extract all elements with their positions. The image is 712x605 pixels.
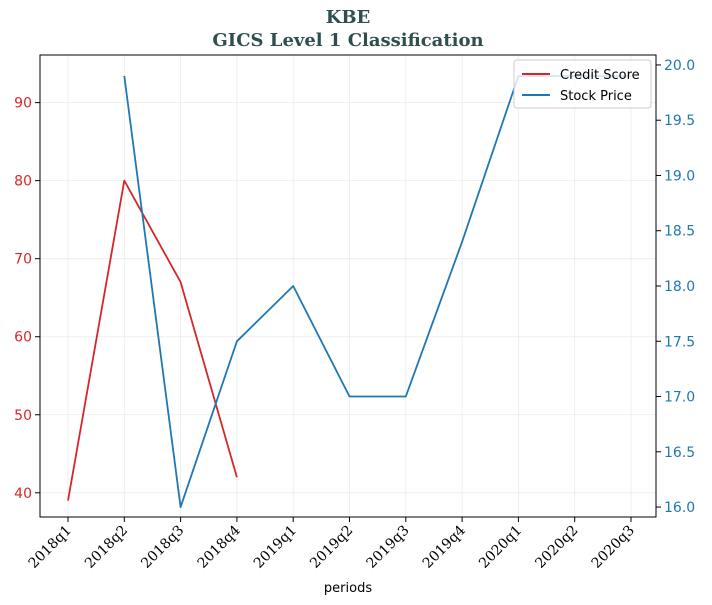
x-tick-label: 2018q3 bbox=[138, 523, 187, 572]
right-y-axis: 16.0 16.5 17.0 17.5 18.0 18.5 19.0 19.5 20.0 bbox=[656, 58, 695, 516]
series-line-stock-price bbox=[123, 75, 631, 508]
x-tick-label: 2020q3 bbox=[589, 523, 638, 572]
right-y-tick-label: 16.5 bbox=[664, 445, 695, 461]
left-y-tick-label: 90 bbox=[14, 96, 32, 112]
legend-label: Stock Price bbox=[560, 89, 632, 104]
left-y-tick-label: 50 bbox=[14, 408, 32, 424]
plot-frame bbox=[39, 54, 657, 518]
x-tick-label: 2019q4 bbox=[420, 522, 469, 571]
right-y-tick-label: 19.5 bbox=[664, 113, 695, 129]
x-axis-label: periods bbox=[324, 581, 372, 596]
x-tick-label: 2018q4 bbox=[195, 522, 244, 571]
left-y-tick-label: 80 bbox=[14, 174, 32, 190]
right-y-tick-label: 17.0 bbox=[664, 390, 695, 406]
series-line-credit-score bbox=[67, 179, 238, 501]
x-tick-label: 2020q2 bbox=[532, 523, 581, 572]
left-y-tick-label: 70 bbox=[14, 252, 32, 268]
right-y-tick-label: 16.0 bbox=[664, 500, 695, 516]
x-tick-label: 2018q2 bbox=[82, 523, 131, 572]
x-tick-label: 2019q1 bbox=[251, 523, 300, 572]
chart-subtitle: GICS Level 1 Classification bbox=[212, 30, 483, 51]
right-y-tick-label: 20.0 bbox=[664, 58, 695, 74]
left-y-axis: 40 50 60 70 80 90 bbox=[14, 96, 40, 502]
legend-label: Credit Score bbox=[560, 68, 640, 83]
right-y-tick-label: 18.0 bbox=[664, 279, 695, 295]
x-tick-label: 2019q2 bbox=[307, 523, 356, 572]
x-tick-label: 2018q1 bbox=[26, 523, 75, 572]
right-y-tick-label: 17.5 bbox=[664, 334, 695, 350]
left-y-tick-label: 60 bbox=[14, 330, 32, 346]
chart-title: KBE bbox=[326, 7, 371, 28]
right-y-tick-label: 19.0 bbox=[664, 168, 695, 184]
plot-border bbox=[39, 54, 657, 518]
right-y-tick-label: 18.5 bbox=[664, 224, 695, 240]
x-tick-label: 2019q3 bbox=[363, 523, 412, 572]
left-y-tick-label: 40 bbox=[14, 486, 32, 502]
x-axis: 2018q1 2018q2 2018q3 2018q4 2019q1 2019q2 2019… bbox=[26, 517, 638, 572]
x-tick-label: 2020q1 bbox=[476, 523, 525, 572]
grid bbox=[40, 55, 656, 517]
legend: Credit Score Stock Price bbox=[513, 59, 652, 109]
